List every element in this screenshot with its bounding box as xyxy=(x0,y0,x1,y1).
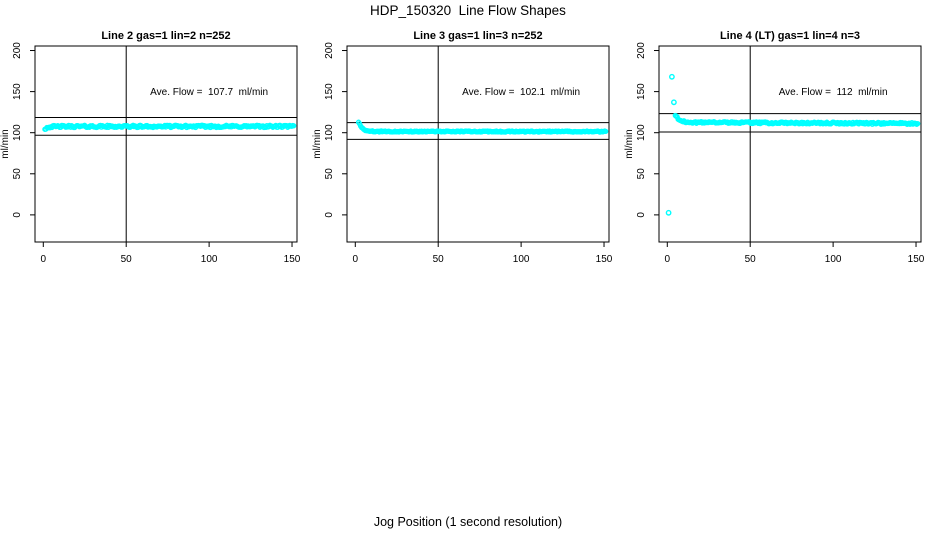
y-tick-label: 100 xyxy=(12,124,23,141)
subplot-title: Line 2 gas=1 lin=2 n=252 xyxy=(101,30,230,42)
x-tick-label: 50 xyxy=(121,254,133,265)
subplot-title: Line 3 gas=1 lin=3 n=252 xyxy=(413,30,542,42)
y-tick-label: 150 xyxy=(324,83,335,100)
data-point xyxy=(291,123,297,129)
plots-row: Line 2 gas=1 lin=2 n=252 0 50 100 150 0 50 100 1… xyxy=(0,30,925,265)
x-tick-label: 50 xyxy=(433,254,445,265)
ave-flow-annotation: Ave. Flow = 107.7 ml/min xyxy=(150,87,268,98)
y-axis-title: ml/min xyxy=(624,129,635,158)
y-tick-label: 200 xyxy=(12,42,23,59)
y-tick-label: 50 xyxy=(636,168,647,180)
y-tick-label: 50 xyxy=(12,168,23,180)
y-tick-label: 0 xyxy=(636,212,647,218)
y-tick-label: 150 xyxy=(12,83,23,100)
y-tick-label: 200 xyxy=(636,42,647,59)
figure-title: HDP_150320 Line Flow Shapes xyxy=(370,3,566,18)
y-tick-label: 0 xyxy=(12,212,23,218)
y-tick-label: 100 xyxy=(324,124,335,141)
ave-flow-annotation: Ave. Flow = 102.1 ml/min xyxy=(462,87,580,98)
x-tick-label: 150 xyxy=(284,254,301,265)
data-point xyxy=(603,128,609,135)
outlier-point xyxy=(671,99,677,106)
data-points xyxy=(665,73,921,216)
x-tick-label: 150 xyxy=(908,254,925,265)
x-tick-label: 100 xyxy=(201,254,218,265)
y-tick-label: 0 xyxy=(324,212,335,218)
y-tick-label: 200 xyxy=(324,42,335,59)
y-axis-title: ml/min xyxy=(312,129,323,158)
data-point xyxy=(915,120,921,127)
y-tick-label: 150 xyxy=(636,83,647,100)
x-axis-label: Jog Position (1 second resolution) xyxy=(373,515,563,529)
plot-box xyxy=(346,45,610,243)
outlier-point xyxy=(665,209,672,216)
subplot-line-4: Line 4 (LT) gas=1 lin=4 n=3 0 50 100 150 0 50 1… xyxy=(624,30,925,265)
ave-flow-annotation: Ave. Flow = 112 ml/min xyxy=(779,87,888,98)
x-tick-label: 0 xyxy=(353,254,359,265)
x-tick-label: 0 xyxy=(665,254,671,265)
data-points xyxy=(42,122,297,132)
x-tick-label: 100 xyxy=(513,254,530,265)
y-tick-label: 100 xyxy=(636,124,647,141)
subplot-line-3: Line 3 gas=1 lin=3 n=252 0 50 100 150 0 50 100 1… xyxy=(312,30,613,265)
y-tick-label: 50 xyxy=(324,168,335,180)
x-tick-label: 100 xyxy=(825,254,842,265)
plot-box xyxy=(34,45,298,243)
subplot-title: Line 4 (LT) gas=1 lin=4 n=3 xyxy=(720,30,860,42)
x-tick-label: 0 xyxy=(41,254,47,265)
x-tick-label: 50 xyxy=(745,254,757,265)
y-axis-title: ml/min xyxy=(0,129,11,158)
subplot-line-2: Line 2 gas=1 lin=2 n=252 0 50 100 150 0 50 100 1… xyxy=(0,30,301,265)
x-tick-label: 150 xyxy=(596,254,613,265)
data-points xyxy=(355,119,609,135)
outlier-point xyxy=(669,73,675,80)
plot-box xyxy=(658,45,922,243)
